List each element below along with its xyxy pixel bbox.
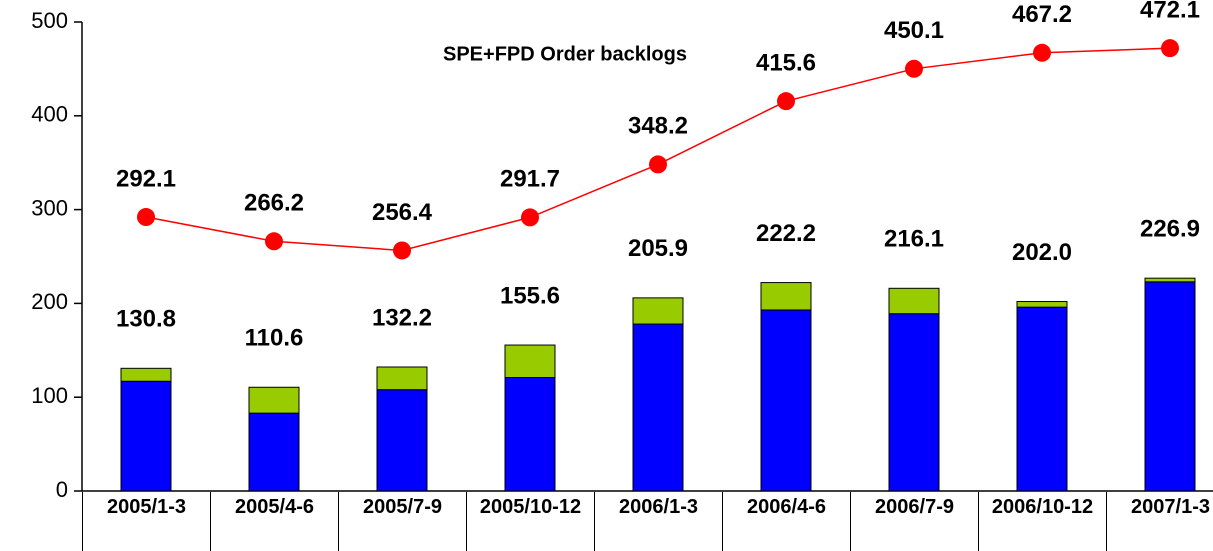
bar-total-label: 216.1 — [884, 226, 944, 253]
y-tick-label: 500 — [31, 8, 68, 33]
line-value-label: 266.2 — [244, 190, 304, 217]
bar-segment — [888, 287, 940, 315]
bar-total-label: 226.9 — [1140, 216, 1200, 243]
bar-segment — [760, 309, 812, 492]
bar-segment — [504, 344, 556, 379]
bar-segment — [120, 367, 172, 382]
category-label: 2007/1-3 — [1106, 492, 1213, 551]
category-label: 2006/7-9 — [850, 492, 978, 551]
category-label: 2005/10-12 — [466, 492, 594, 551]
y-tick-label: 300 — [31, 195, 68, 220]
bar-segment — [632, 323, 684, 492]
line-annotation: SPE+FPD Order backlogs — [443, 43, 687, 65]
bar-segment — [1016, 306, 1068, 492]
bar-segment — [504, 377, 556, 492]
bar-segment — [632, 297, 684, 325]
bar-total-label: 132.2 — [372, 304, 432, 331]
y-tick-label: 0 — [56, 477, 68, 502]
category-label: 2006/1-3 — [594, 492, 722, 551]
line-value-label: 472.1 — [1140, 0, 1200, 24]
bar-segment — [1144, 281, 1196, 492]
line-marker — [265, 232, 283, 251]
category-label: 2005/7-9 — [338, 492, 466, 551]
bar-segment — [120, 380, 172, 492]
bar-segment — [376, 366, 428, 391]
line — [145, 47, 1171, 252]
bar-total-label: 130.8 — [116, 306, 176, 333]
bar-segment — [248, 386, 300, 414]
line-value-label: 467.2 — [1012, 1, 1072, 28]
line-value-label: 415.6 — [756, 50, 816, 77]
line-value-label: 256.4 — [372, 199, 433, 226]
category-label: 2006/4-6 — [722, 492, 850, 551]
line-marker — [1033, 43, 1051, 62]
bar-segment — [1016, 301, 1068, 308]
line-value-label: 450.1 — [884, 17, 944, 44]
bar-total-label: 205.9 — [628, 235, 688, 262]
category-label: 2006/10-12 — [978, 492, 1106, 551]
bar-total-label: 110.6 — [245, 325, 304, 352]
bar-segment — [888, 313, 940, 492]
line-value-label: 348.2 — [628, 113, 688, 140]
bar-total-label: 202.0 — [1012, 239, 1072, 266]
line-value-label: 292.1 — [116, 165, 176, 192]
bar-segment — [760, 282, 812, 311]
line-marker — [1161, 39, 1179, 58]
y-tick-label: 400 — [31, 102, 68, 127]
bar-segment — [1144, 277, 1196, 283]
bar-total-label: 155.6 — [500, 282, 560, 309]
y-tick-label: 100 — [31, 383, 68, 408]
line-marker — [905, 59, 923, 78]
bar-total-label: 222.2 — [756, 220, 816, 247]
bar-segment — [248, 412, 300, 492]
category-label: 2005/1-3 — [82, 492, 210, 551]
line-marker — [393, 241, 411, 260]
line-marker — [649, 155, 667, 174]
bar-segment — [376, 389, 428, 492]
category-label: 2005/4-6 — [210, 492, 338, 551]
y-tick-label: 200 — [31, 289, 68, 314]
line-value-label: 291.7 — [500, 166, 560, 193]
line-marker — [777, 92, 795, 111]
line-marker — [521, 208, 539, 227]
line-marker — [137, 208, 155, 227]
